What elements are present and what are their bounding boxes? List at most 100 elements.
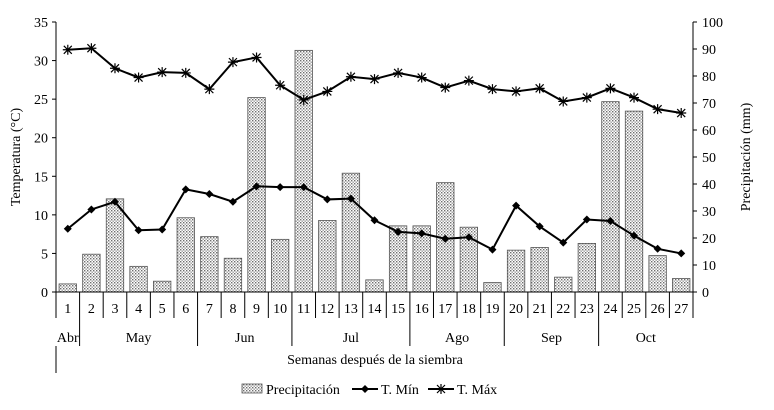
point-tmin-13	[346, 194, 355, 203]
legend-label-precipitation: Precipitación	[266, 383, 340, 398]
point-tmax-25	[629, 92, 640, 103]
right-tick-label: 0	[702, 286, 709, 301]
left-tick-label: 30	[34, 55, 48, 70]
bar-precipitacion-27	[672, 278, 691, 293]
point-tmax-17	[440, 82, 451, 93]
legend: Precipitación T. Mín T. Máx	[241, 383, 497, 398]
point-tmin-16	[417, 229, 426, 238]
month-labels: Abr May Jun Jul Ago Sep Oct	[57, 318, 656, 346]
bar-precipitacion-10	[270, 238, 290, 293]
point-tmin-9	[252, 182, 261, 191]
x-tick-label: 19	[485, 302, 499, 317]
bar-precipitacion-21	[530, 247, 549, 293]
point-tmin-2	[87, 205, 96, 214]
left-tick-label: 0	[41, 286, 48, 301]
point-tmin-22	[559, 238, 568, 247]
x-tick-label: 14	[368, 302, 382, 317]
point-tmin-18	[464, 233, 473, 242]
bar-precipitacion-7	[200, 236, 219, 293]
x-tick-label: 16	[415, 302, 429, 317]
left-tick-label: 35	[34, 16, 48, 31]
point-tmin-25	[630, 231, 639, 240]
point-tmin-12	[323, 195, 332, 204]
point-tmin-3	[110, 197, 119, 206]
bar-precipitacion-19	[483, 282, 502, 293]
point-tmax-18	[463, 75, 474, 86]
point-tmin-1	[63, 224, 72, 233]
point-tmax-11	[298, 94, 309, 105]
x-tick-label: 3	[111, 302, 118, 317]
point-tmax-9	[251, 52, 262, 63]
bar-precipitacion-3	[105, 198, 125, 293]
bar-precipitacion-6	[176, 217, 195, 293]
y-left-axis-title: Temperatura (°C)	[9, 108, 24, 207]
x-tick-label: 1	[64, 302, 71, 317]
x-tick-label: 13	[344, 302, 358, 317]
temperature-lines	[62, 43, 687, 258]
right-axis-ticks: 0 10 20 30 40 50 60 70 80 90 100	[693, 16, 723, 301]
month-label: Abr	[57, 331, 79, 346]
point-tmin-11	[299, 183, 308, 192]
right-tick-label: 50	[702, 151, 716, 166]
point-tmax-12	[322, 86, 333, 97]
legend-marker-tmin	[361, 385, 369, 393]
x-tick-label: 10	[273, 302, 287, 317]
bar-precipitacion-4	[129, 265, 148, 293]
point-tmax-19	[487, 84, 498, 95]
point-tmax-10	[275, 80, 286, 91]
point-tmax-4	[133, 72, 144, 83]
right-tick-label: 20	[702, 232, 716, 247]
point-tmin-24	[606, 217, 615, 226]
x-tick-label: 21	[533, 302, 547, 317]
point-tmin-15	[394, 227, 403, 236]
legend-swatch-precipitation	[241, 383, 263, 394]
point-tmax-13	[345, 71, 356, 82]
right-tick-label: 80	[702, 70, 716, 85]
month-label: Sep	[541, 331, 562, 346]
x-tick-label: 12	[320, 302, 334, 317]
point-tmax-24	[605, 83, 616, 94]
bar-precipitacion-23	[577, 242, 596, 293]
x-tick-label: 26	[651, 302, 665, 317]
point-tmax-23	[581, 92, 592, 103]
bar-precipitacion-22	[554, 276, 573, 293]
point-tmax-1	[62, 44, 73, 55]
point-tmax-5	[157, 67, 168, 78]
point-tmax-27	[676, 108, 687, 119]
bar-precipitacion-26	[648, 255, 667, 293]
point-tmin-5	[158, 225, 167, 234]
point-tmax-8	[227, 57, 238, 68]
x-axis-ticks: 1 2 3 4 5 6 7 8 9 10 11 12 13 14 15 16 17 18 19 20 21 22 23 24 2…	[55, 292, 694, 318]
bar-precipitacion-24	[601, 101, 620, 293]
right-tick-label: 70	[702, 97, 716, 112]
right-tick-label: 10	[702, 259, 716, 274]
point-tmin-14	[370, 216, 379, 225]
bar-precipitacion-8	[223, 257, 243, 293]
bar-precipitacion-12	[318, 220, 337, 293]
x-tick-label: 11	[297, 302, 310, 317]
x-tick-label: 9	[253, 302, 260, 317]
x-axis-title: Semanas después de la siembra	[287, 353, 464, 368]
point-tmax-22	[558, 96, 569, 107]
bar-precipitacion-9	[247, 97, 266, 293]
x-tick-label: 18	[462, 302, 476, 317]
month-label: Jul	[343, 331, 359, 346]
month-label: Jun	[235, 331, 254, 346]
point-tmax-16	[416, 72, 427, 83]
bar-precipitacion-13	[341, 172, 361, 293]
right-tick-label: 40	[702, 178, 716, 193]
left-tick-label: 15	[34, 170, 48, 185]
point-tmax-15	[393, 67, 404, 78]
x-tick-label: 15	[391, 302, 405, 317]
x-tick-label: 17	[438, 302, 452, 317]
left-tick-label: 20	[34, 132, 48, 147]
x-tick-label: 2	[88, 302, 95, 317]
point-tmin-8	[228, 197, 237, 206]
x-tick-label: 20	[509, 302, 523, 317]
bar-precipitacion-20	[506, 249, 526, 293]
x-tick-label: 6	[182, 302, 189, 317]
left-axis-ticks: 0 5 10 15 20 25 30 35	[34, 16, 56, 301]
point-tmax-7	[204, 84, 215, 95]
x-tick-label: 27	[674, 302, 688, 317]
